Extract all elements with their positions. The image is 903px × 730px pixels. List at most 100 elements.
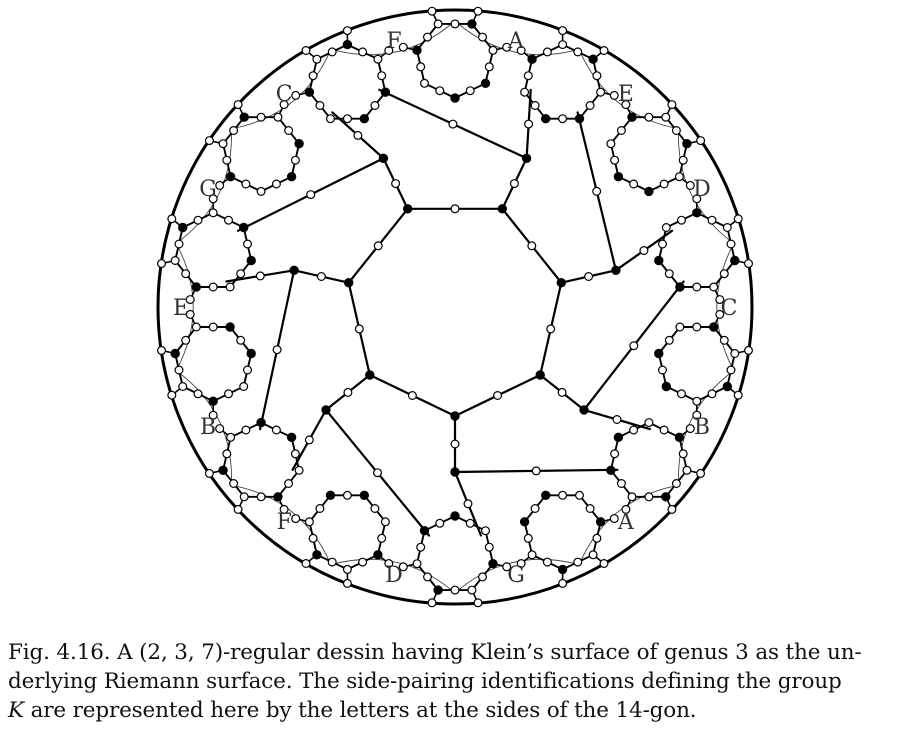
white-vertex [433,19,443,29]
white-vertex [427,598,437,608]
polygon-side [175,370,232,486]
white-vertex [520,87,530,97]
white-vertex [380,517,390,527]
polygon-side [454,558,580,594]
white-vertex [448,119,458,129]
polygon-side [454,20,580,56]
white-vertex [343,387,353,397]
white-vertex [465,518,475,528]
white-vertex [391,179,401,189]
black-vertex [480,78,491,89]
polygon-side [678,370,735,486]
white-vertex [726,365,736,375]
black-vertex [606,465,616,475]
white-vertex [239,382,249,392]
white-vertex [671,479,681,489]
white-vertex [588,550,598,560]
white-vertex [574,490,584,500]
white-vertex [709,282,719,292]
white-vertex [585,504,595,514]
black-vertex [588,54,598,64]
black-vertex [359,490,369,500]
white-vertex [719,335,729,345]
black-vertex [321,405,331,415]
black-vertex [273,492,283,502]
white-vertex [524,119,534,129]
white-vertex [664,335,674,345]
white-vertex [416,62,426,72]
side-label-D: D [693,177,711,202]
black-vertex [378,153,389,164]
white-vertex [659,425,669,435]
white-vertex [542,557,552,567]
white-vertex [167,390,177,400]
white-vertex [373,241,383,251]
white-vertex [174,365,184,375]
black-vertex [412,45,422,55]
white-vertex [222,449,232,459]
white-vertex [224,389,234,399]
fourteen-gon [175,20,735,594]
polygon-side [175,243,194,371]
white-vertex [715,309,725,319]
white-vertex [678,449,688,459]
white-vertex [484,62,494,72]
black-vertex [286,432,297,442]
white-vertex [294,465,304,475]
white-vertex [174,239,184,249]
white-vertex [308,71,318,81]
black-vertex [527,54,537,64]
black-vertex [557,564,568,575]
white-vertex [373,468,383,478]
white-vertex [592,71,602,81]
white-vertex [478,32,488,42]
black-vertex [579,405,589,415]
white-vertex [315,100,325,110]
side-label-E: E [618,82,634,107]
white-vertex [743,345,753,355]
white-vertex [682,465,692,475]
white-vertex [312,54,322,64]
polygon-side [330,20,456,56]
white-vertex [167,214,177,224]
black-vertex [246,255,256,266]
white-vertex [423,572,433,582]
white-vertex [596,87,606,97]
white-vertex [484,542,494,552]
white-vertex [592,186,602,196]
white-vertex [193,215,203,225]
white-vertex [629,179,639,189]
white-vertex [527,550,537,560]
dessin-figure: A E D C B A G D F B E G C F [156,6,754,608]
white-vertex [676,215,686,225]
white-vertex [707,215,717,225]
white-vertex [606,139,616,149]
caption-line-2: derlying Riemann surface. The side-pairi… [8,669,842,694]
dessin-vertices [157,6,753,608]
polygon-side [578,49,679,130]
white-vertex [157,259,167,269]
black-vertex [709,322,719,332]
white-vertex [657,239,667,249]
white-vertex [558,490,568,500]
black-vertex [170,348,180,359]
white-vertex [226,432,236,442]
white-vertex [592,533,602,543]
white-vertex [627,492,637,502]
white-vertex [488,45,498,55]
white-vertex [467,585,477,595]
polygon-side [716,243,735,371]
side-label-F: F [277,510,292,535]
caption-line-3: K are represented here by the letters at… [8,696,898,725]
side-label-B: B [200,415,216,440]
side-label-C: C [276,82,293,107]
figure-caption: Fig. 4.16. A (2, 3, 7)-regular dessin ha… [8,638,898,725]
white-vertex [423,32,433,42]
white-vertex [523,533,533,543]
black-vertex [191,282,202,292]
white-vertex [516,558,526,568]
white-vertex [412,559,422,569]
black-vertex [225,172,236,182]
white-vertex [377,533,387,543]
white-vertex [530,100,540,110]
